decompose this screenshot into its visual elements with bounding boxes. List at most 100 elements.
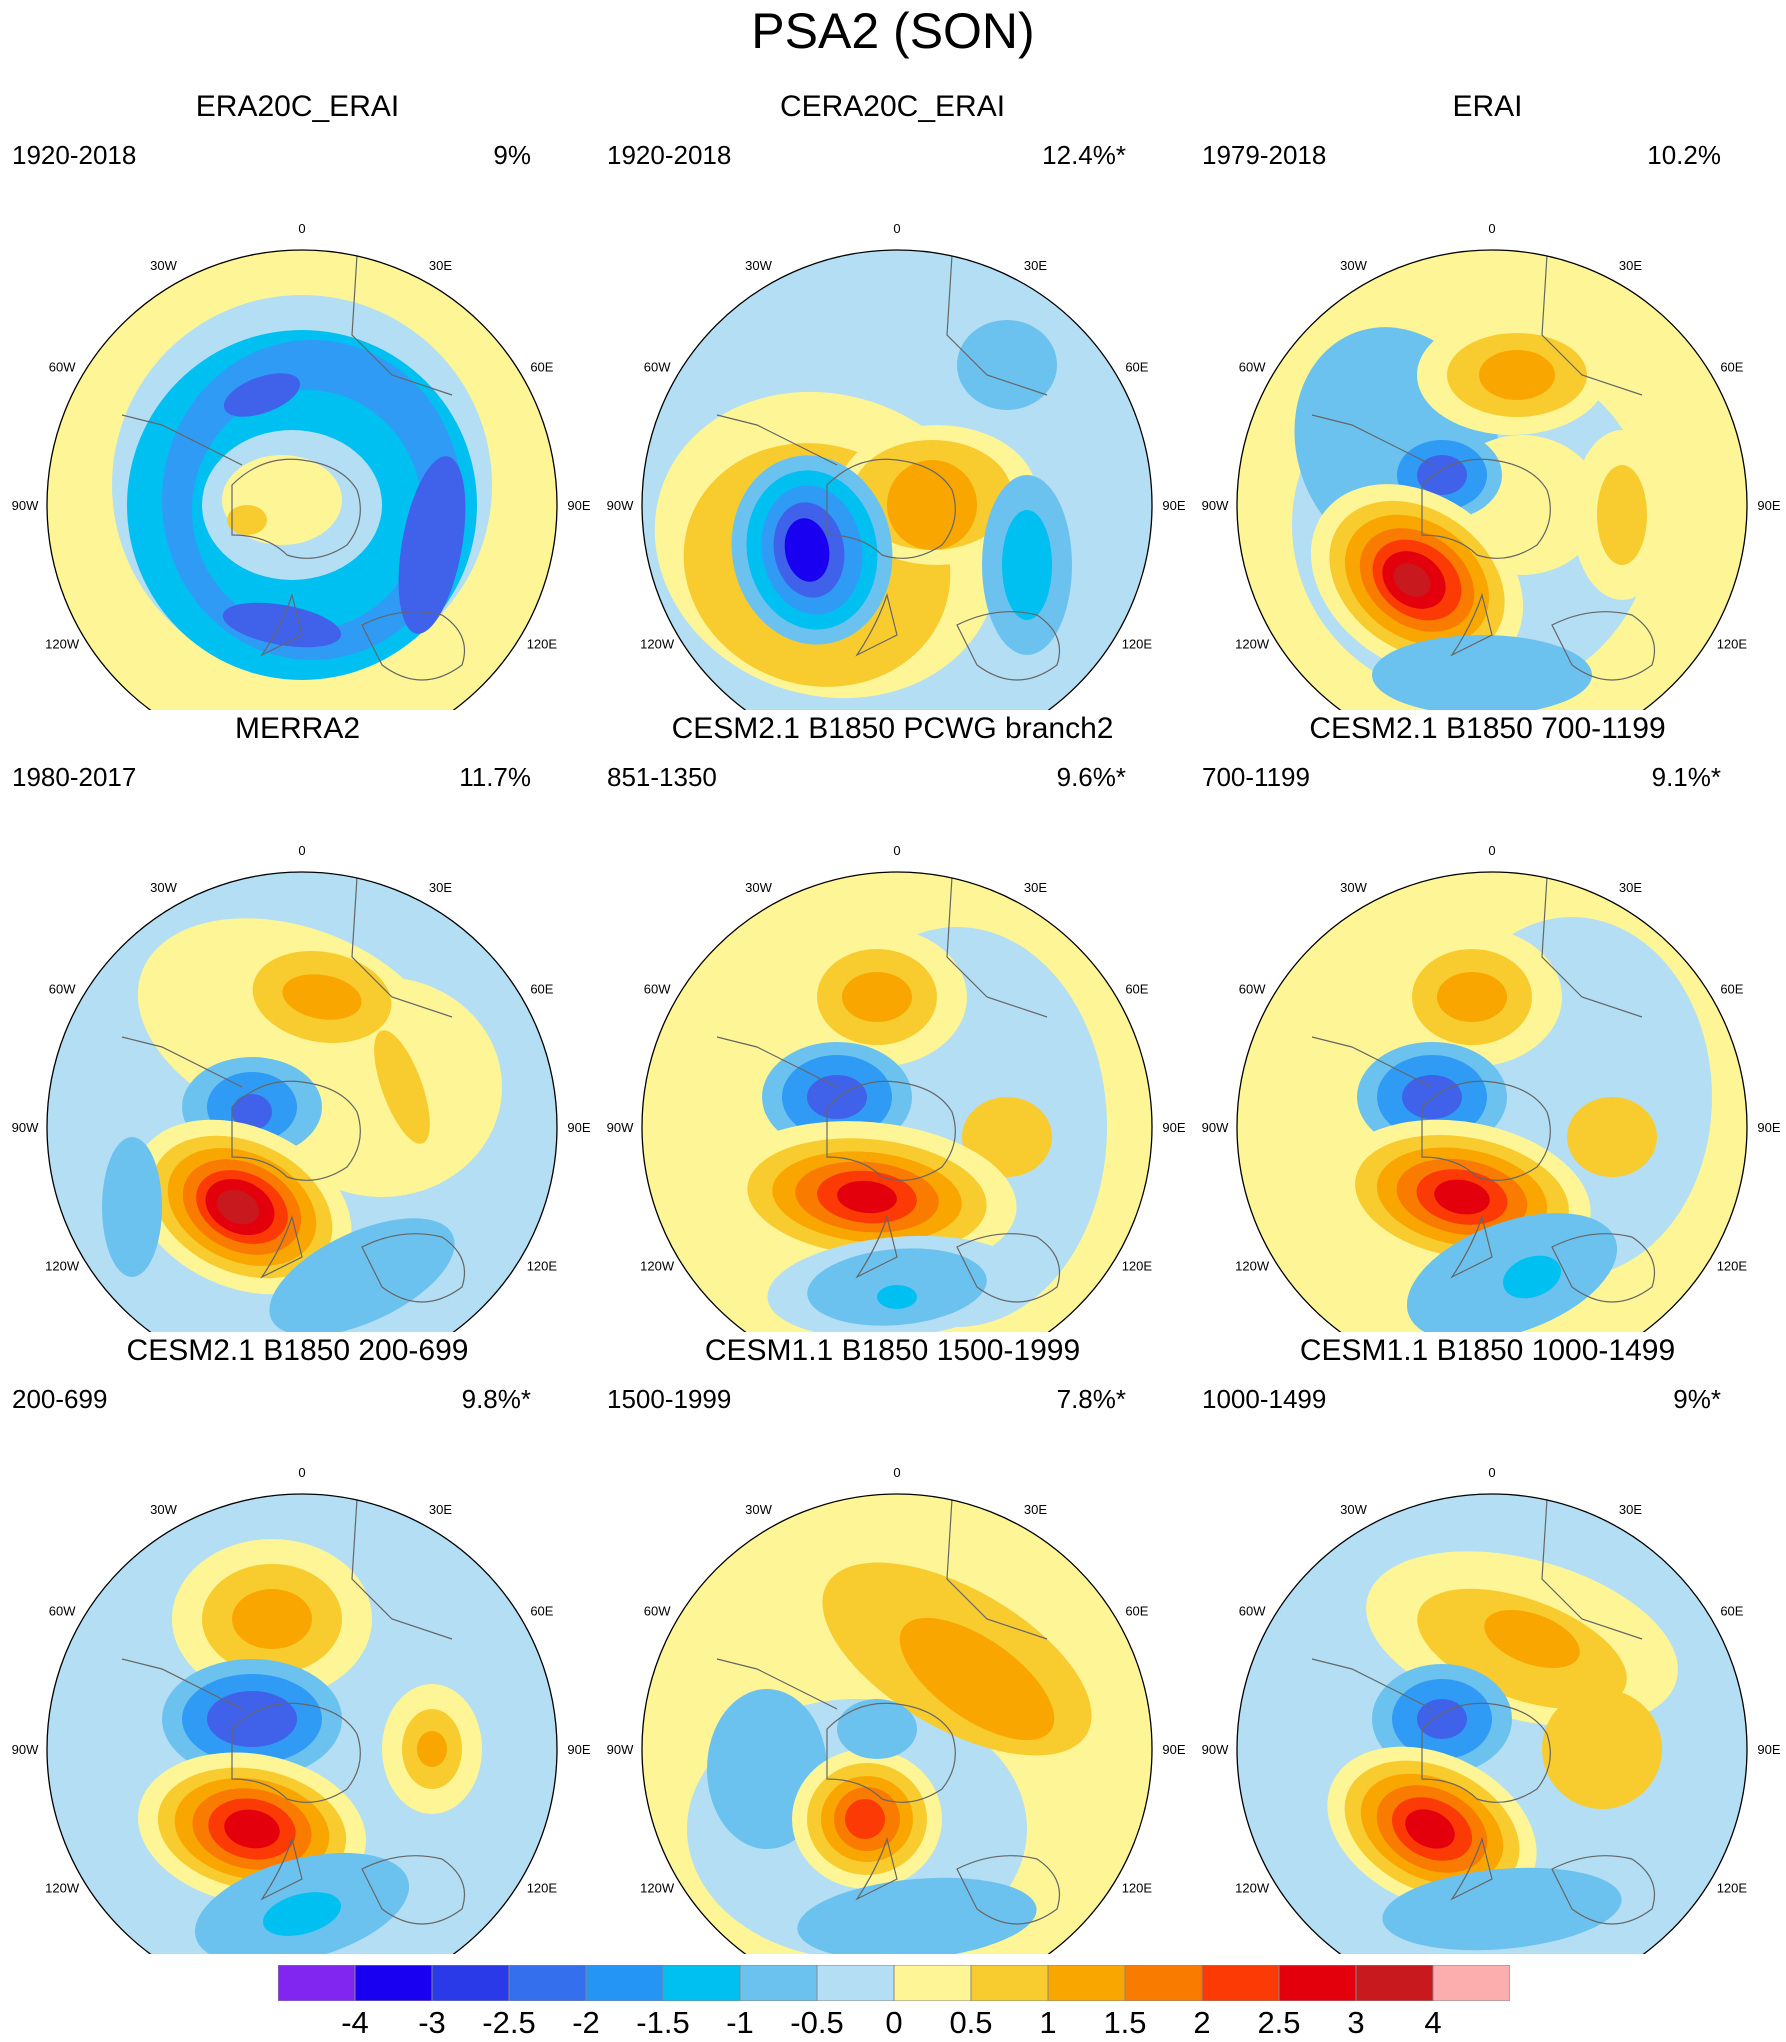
longitude-label: 30W xyxy=(1340,258,1367,273)
longitude-label: 90E xyxy=(1162,1120,1185,1135)
coastline xyxy=(716,254,1061,681)
contour-region xyxy=(1372,635,1592,710)
longitude-label: 0 xyxy=(893,843,900,858)
longitude-label: 30E xyxy=(429,1502,452,1517)
longitude-label: 120E xyxy=(1717,1881,1748,1896)
colorbar-swatch xyxy=(1278,1965,1357,2001)
map-border xyxy=(1236,249,1748,710)
contour-region xyxy=(102,1137,162,1277)
map-panel: 030E60E90E120E150E180150W120W90W60W30WER… xyxy=(1190,90,1785,710)
longitude-label: 0 xyxy=(893,221,900,236)
contour-region xyxy=(1002,510,1052,620)
contour-region xyxy=(877,1285,917,1309)
coastline xyxy=(121,876,466,1303)
polar-map: 030E60E90E120E150E180150W120W90W60W30W xyxy=(1202,843,1781,1332)
longitude-label: 120E xyxy=(527,1881,558,1896)
longitude-label: 120E xyxy=(1122,1259,1153,1274)
longitude-label: 90E xyxy=(567,498,590,513)
longitude-label: 60W xyxy=(1239,982,1266,997)
colorbar-swatch xyxy=(1201,1965,1280,2001)
contour-region xyxy=(1597,465,1647,565)
contour-region xyxy=(1502,1255,1562,1299)
map-panel: 030E60E90E120E150E180150W120W90W60W30WCE… xyxy=(595,1334,1190,1954)
coastline xyxy=(121,1498,466,1925)
map-panel: 030E60E90E120E150E180150W120W90W60W30WER… xyxy=(0,90,595,710)
map-border xyxy=(46,871,558,1332)
map-border xyxy=(641,871,1153,1332)
longitude-label: 90E xyxy=(1162,1742,1185,1757)
contour-region xyxy=(887,460,977,550)
longitude-label: 0 xyxy=(1488,221,1495,236)
longitude-label: 30E xyxy=(1024,1502,1047,1517)
panel-variance-percent: 12.4%* xyxy=(1042,140,1126,170)
longitude-label: 60W xyxy=(644,982,671,997)
longitude-label: 0 xyxy=(298,221,305,236)
panel-title: CESM1.1 B1850 1000-1499 xyxy=(1299,1334,1676,1367)
colorbar-label: 3 xyxy=(1347,2005,1365,2040)
contour-region xyxy=(1417,1699,1467,1739)
contour-region xyxy=(224,1809,280,1849)
longitude-label: 30W xyxy=(150,1502,177,1517)
contour-region xyxy=(837,1699,917,1759)
contour-region xyxy=(216,1189,260,1225)
coastline xyxy=(716,876,1061,1303)
colorbar-label: -1 xyxy=(726,2005,754,2040)
longitude-label: 120W xyxy=(1235,1881,1270,1896)
panel-title: CESM2.1 B1850 200-699 xyxy=(126,1334,469,1367)
longitude-label: 30W xyxy=(745,1502,772,1517)
colorbar-swatch xyxy=(662,1965,741,2001)
map-panel: 030E60E90E120E150E180150W120W90W60W30WCE… xyxy=(595,90,1190,710)
longitude-label: 30E xyxy=(429,258,452,273)
panel-title: ERA20C_ERAI xyxy=(195,90,400,123)
panel-title: CESM1.1 B1850 1500-1999 xyxy=(704,1334,1081,1367)
colorbar-swatch xyxy=(508,1965,587,2001)
polar-map: 030E60E90E120E150E180150W120W90W60W30W xyxy=(12,221,591,710)
main-title: PSA2 (SON) xyxy=(751,3,1035,59)
contour-region xyxy=(1434,1179,1490,1215)
contour-region xyxy=(1542,1689,1662,1809)
longitude-label: 120E xyxy=(1122,637,1153,652)
longitude-label: 120E xyxy=(527,637,558,652)
longitude-label: 60E xyxy=(1125,360,1148,375)
longitude-label: 60E xyxy=(1125,1604,1148,1619)
polar-map: 030E60E90E120E150E180150W120W90W60W30W xyxy=(12,843,591,1332)
longitude-label: 30E xyxy=(1619,880,1642,895)
panel-variance-percent: 11.7% xyxy=(459,762,531,792)
contour-region xyxy=(1484,1609,1580,1669)
coastline xyxy=(1311,254,1656,681)
map-border xyxy=(46,1493,558,1954)
contour-region xyxy=(899,1617,1055,1741)
colorbar-swatch xyxy=(1432,1965,1510,2001)
contour-region xyxy=(269,1218,455,1332)
longitude-label: 60W xyxy=(1239,1604,1266,1619)
colorbar-swatch xyxy=(1355,1965,1434,2001)
longitude-label: 120W xyxy=(1235,637,1270,652)
colorbar-label: -4 xyxy=(341,2005,369,2040)
contour-region xyxy=(232,1094,272,1130)
longitude-label: 90W xyxy=(607,1120,634,1135)
contour-region xyxy=(845,1799,885,1839)
contour-region xyxy=(282,974,362,1020)
contour-region xyxy=(232,1589,312,1649)
panel-title: MERRA2 xyxy=(234,712,361,745)
longitude-label: 60E xyxy=(530,982,553,997)
longitude-label: 60W xyxy=(644,360,671,375)
contour-region xyxy=(223,373,301,417)
longitude-label: 30W xyxy=(150,258,177,273)
longitude-label: 30E xyxy=(1024,880,1047,895)
longitude-label: 120E xyxy=(1717,1259,1748,1274)
panel-period: 700-1199 xyxy=(1202,762,1310,792)
contour-region xyxy=(227,505,267,535)
colorbar-label: -1.5 xyxy=(636,2005,690,2040)
contour-region xyxy=(263,1892,341,1936)
map-border xyxy=(1236,871,1748,1332)
coastline xyxy=(121,254,466,681)
panel-period: 1979-2018 xyxy=(1202,140,1327,170)
map-border xyxy=(641,1493,1153,1954)
colorbar-swatch xyxy=(585,1965,664,2001)
colorbar-label: 0 xyxy=(885,2005,903,2040)
panel-title: CESM2.1 B1850 700-1199 xyxy=(1309,712,1666,745)
longitude-label: 90W xyxy=(12,498,39,513)
panel-period: 1000-1499 xyxy=(1202,1384,1327,1414)
longitude-label: 60E xyxy=(1720,982,1743,997)
